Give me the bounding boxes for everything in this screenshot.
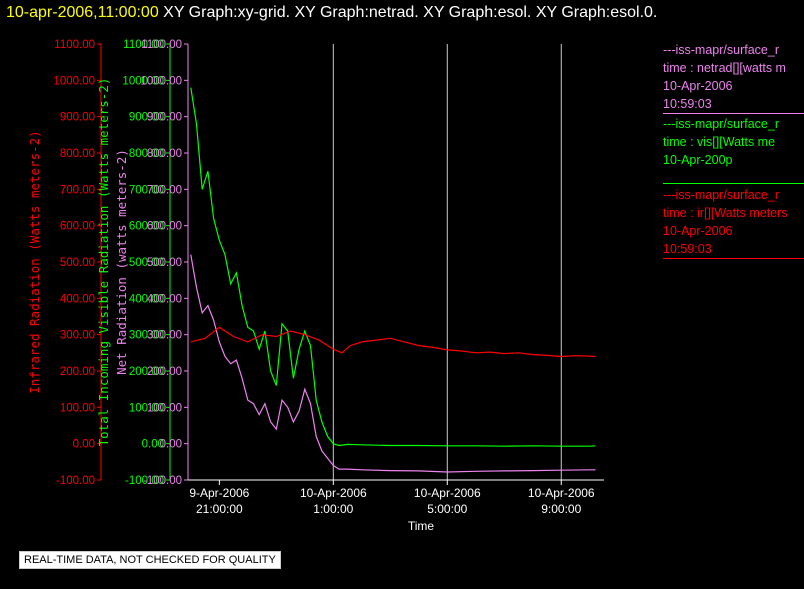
x-tick-label-date: 9-Apr-2006 xyxy=(189,486,249,500)
y-tick-label: 300.00 xyxy=(147,330,182,342)
quality-notice: REAL-TIME DATA, NOT CHECKED FOR QUALITY xyxy=(19,551,281,569)
y-tick-label: 1100.00 xyxy=(123,39,164,51)
y-tick-label: 100.00 xyxy=(60,402,95,414)
legend-ir-variable: time : ir[][Watts meters xyxy=(663,206,788,220)
legend-vis: ---iss-mapr/surface_r time : vis[][Watts… xyxy=(663,115,779,169)
legend-ir-time: 10:59:03 xyxy=(663,242,712,256)
legend-ir: ---iss-mapr/surface_r time : ir[][Watts … xyxy=(663,186,788,258)
y-tick-label: 600.00 xyxy=(147,221,182,233)
y-tick-label: 800.00 xyxy=(147,148,182,160)
y-tick-label: 100.00 xyxy=(129,402,164,414)
y-tick-label: 800.00 xyxy=(129,148,164,160)
y-tick-label: 500.00 xyxy=(129,257,164,269)
legend-netrad: ---iss-mapr/surface_r time : netrad[][wa… xyxy=(663,41,786,113)
y-tick-label: 400.00 xyxy=(147,293,182,305)
y-tick-label: 1100.00 xyxy=(141,39,182,51)
y-tick-label: 900.00 xyxy=(60,112,95,124)
y-tick-label: 300.00 xyxy=(60,330,95,342)
series-vis-line xyxy=(190,87,596,447)
x-tick-label-time: 21:00:00 xyxy=(196,502,243,516)
y-tick-label: 500.00 xyxy=(147,257,182,269)
legend-vis-divider xyxy=(663,183,804,184)
y-tick-label: 400.00 xyxy=(129,293,164,305)
y-tick-label: 900.00 xyxy=(129,112,164,124)
y-axis-label: Infrared Radiation (Watts meters-2) xyxy=(27,130,42,393)
y-tick-label: 0.00 xyxy=(73,439,95,451)
header-timestamp: 10-apr-2006,11:00:00 xyxy=(6,4,159,21)
y-tick-label: 900.00 xyxy=(147,112,182,124)
x-tick-label-time: 9:00:00 xyxy=(541,502,581,516)
header-graph-titles: XY Graph:xy-grid. XY Graph:netrad. XY Gr… xyxy=(163,4,658,21)
series-ir-line xyxy=(190,326,596,358)
legend-netrad-source: ---iss-mapr/surface_r xyxy=(663,43,779,57)
y-tick-label: 600.00 xyxy=(129,221,164,233)
y-tick-label: 500.00 xyxy=(60,257,95,269)
legend-ir-source: ---iss-mapr/surface_r xyxy=(663,188,779,202)
y-tick-label: 0.00 xyxy=(142,439,164,451)
x-tick-label-date: 10-Apr-2006 xyxy=(300,486,367,500)
x-tick-label-date: 10-Apr-2006 xyxy=(414,486,481,500)
y-tick-label: 200.00 xyxy=(147,366,182,378)
y-tick-label: 200.00 xyxy=(60,366,95,378)
y-axis-label: Total Incoming Visible Radiation (Watts … xyxy=(96,78,111,447)
y-tick-label: 0.00 xyxy=(160,439,182,451)
x-axis-label: Time xyxy=(408,519,435,533)
y-tick-label: 400.00 xyxy=(60,293,95,305)
y-tick-label: 1000.00 xyxy=(53,75,95,87)
y-tick-label: 1000.00 xyxy=(140,75,182,87)
legend-netrad-divider xyxy=(663,113,804,114)
legend-ir-date: 10-Apr-2006 xyxy=(663,224,733,238)
series-netrad-line xyxy=(190,254,596,473)
y-tick-label: 300.00 xyxy=(129,330,164,342)
x-tick-label-time: 5:00:00 xyxy=(427,502,467,516)
x-tick-label-date: 10-Apr-2006 xyxy=(528,486,595,500)
y-tick-label: 700.00 xyxy=(147,184,182,196)
y-tick-label: 800.00 xyxy=(60,148,95,160)
y-tick-label: 600.00 xyxy=(60,221,95,233)
legend-vis-variable: time : vis[][Watts me xyxy=(663,135,776,149)
y-tick-label: 1100.00 xyxy=(54,39,95,51)
y-tick-label: 200.00 xyxy=(129,366,164,378)
header: 10-apr-2006,11:00:00 XY Graph:xy-grid. X… xyxy=(6,4,657,22)
legend-vis-date: 10-Apr-200p xyxy=(663,153,733,167)
legend-vis-source: ---iss-mapr/surface_r xyxy=(663,117,779,131)
y-tick-label: 1000.00 xyxy=(122,75,164,87)
legend-ir-divider xyxy=(663,258,804,259)
x-tick-label-time: 1:00:00 xyxy=(313,502,353,516)
y-tick-label: -100.00 xyxy=(143,475,182,487)
y-tick-label: 100.00 xyxy=(147,402,182,414)
y-tick-label: -100.00 xyxy=(56,475,95,487)
y-tick-label: 700.00 xyxy=(60,184,95,196)
legend-netrad-time: 10:59:03 xyxy=(663,97,712,111)
legend-netrad-variable: time : netrad[][watts m xyxy=(663,61,786,75)
legend-netrad-date: 10-Apr-2006 xyxy=(663,79,733,93)
y-tick-label: -100.00 xyxy=(125,475,164,487)
y-tick-label: 700.00 xyxy=(129,184,164,196)
y-axis-label: Net Radiation (watts meters-2) xyxy=(114,149,129,375)
